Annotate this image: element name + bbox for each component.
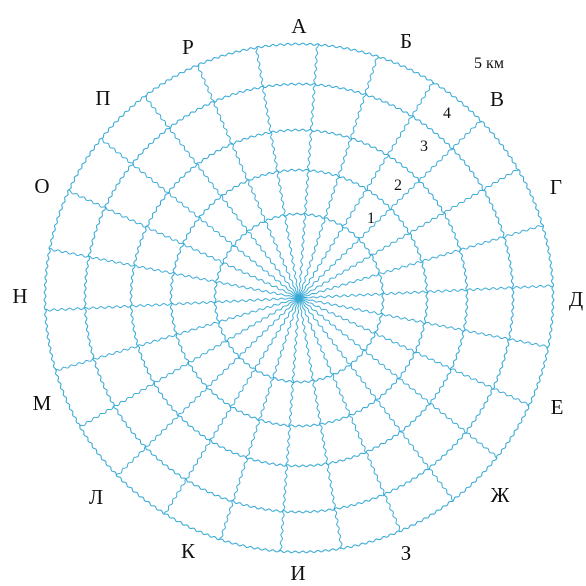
sector-label-e: Е	[551, 395, 564, 419]
radial-line-22	[68, 189, 300, 299]
sector-label-l: Л	[89, 485, 103, 509]
sector-label-g: Г	[550, 175, 562, 199]
radial-line-13	[298, 297, 343, 549]
grid-layer	[43, 42, 555, 554]
radial-line-16	[163, 297, 300, 514]
sector-label-a: А	[291, 14, 307, 38]
ring-circle-5	[43, 42, 555, 554]
ring-circle-4	[83, 82, 515, 514]
radial-line-15	[219, 297, 300, 540]
radial-line-3	[298, 82, 435, 299]
sector-label-b: Б	[400, 29, 412, 53]
radial-line-19	[54, 297, 300, 371]
sector-label-zh: Ж	[491, 483, 510, 507]
ring-label-1: 1	[367, 210, 375, 227]
scale-label: 5 км	[474, 55, 504, 72]
sector-label-z: З	[401, 541, 412, 565]
radial-line-5	[298, 169, 519, 299]
radial-line-26	[255, 47, 300, 299]
radial-line-1	[298, 44, 319, 299]
radial-line-10	[298, 297, 497, 459]
radial-line-21	[49, 247, 300, 299]
radial-line-9	[298, 297, 530, 407]
sector-label-r: Р	[182, 35, 194, 59]
sector-label-d: Д	[569, 287, 583, 311]
radial-line-14	[279, 297, 300, 552]
sector-label-n: Н	[12, 284, 27, 308]
radial-line-8	[298, 297, 549, 349]
ring-circle-1	[213, 212, 385, 384]
ring-circle-3	[129, 128, 469, 468]
labels-layer: А Б В Г Д Е Ж З И К Л М Н О П Р 1 2 3 4 …	[12, 14, 583, 585]
radial-line-6	[298, 225, 544, 299]
sector-label-o: О	[34, 174, 49, 198]
sector-label-v: В	[490, 87, 504, 111]
radial-line-4	[298, 120, 482, 299]
ring-circle-2	[169, 168, 429, 428]
radial-line-12	[298, 297, 401, 532]
radial-line-17	[116, 297, 300, 476]
sector-label-k: К	[181, 539, 196, 563]
radial-line-25	[197, 64, 300, 299]
ring-label-3: 3	[420, 138, 428, 155]
sector-label-i: И	[290, 561, 305, 581]
radial-line-7	[298, 284, 554, 299]
radial-line-24	[144, 95, 300, 299]
radial-line-11	[298, 297, 454, 501]
radial-line-23	[101, 137, 300, 299]
radial-line-18	[79, 297, 300, 427]
center-point	[296, 295, 302, 301]
ring-label-2: 2	[394, 177, 402, 194]
radial-line-2	[298, 56, 379, 299]
ring-label-4: 4	[443, 105, 451, 122]
sector-label-p: П	[95, 86, 110, 110]
sector-label-m: М	[33, 391, 52, 415]
radial-line-20	[44, 297, 300, 312]
